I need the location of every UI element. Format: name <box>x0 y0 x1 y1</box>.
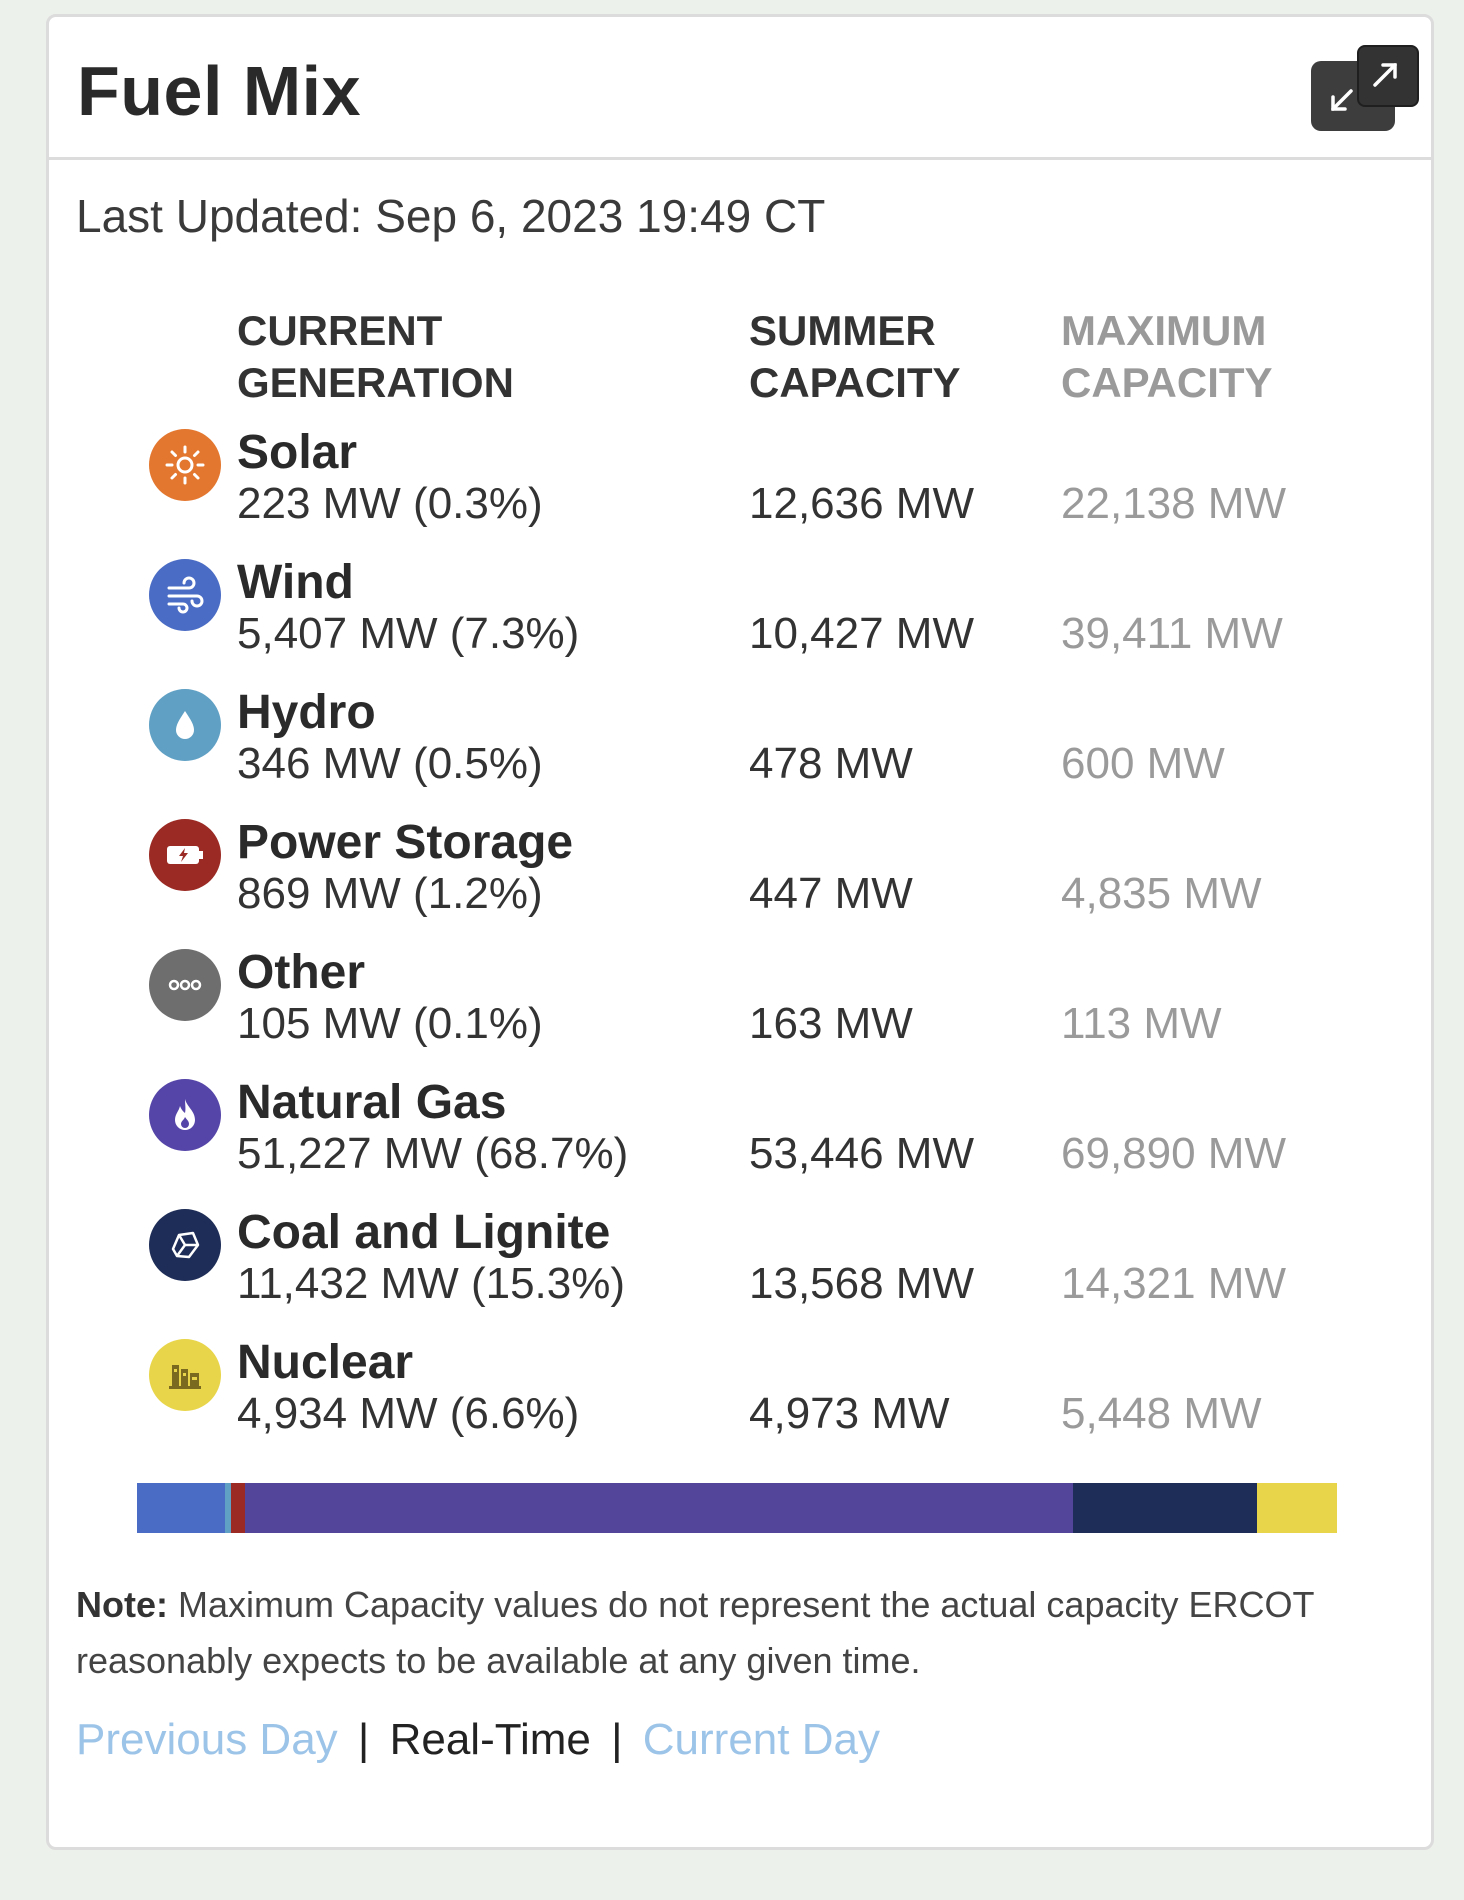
mix-bar-segment-natural-gas <box>245 1483 1074 1533</box>
mix-bar-segment-coal-and-lignite <box>1073 1483 1258 1533</box>
link-separator: | <box>357 1715 370 1764</box>
fuel-maximum-capacity: 22,138 MW <box>1061 479 1286 528</box>
fuel-maximum-capacity: 600 MW <box>1061 739 1225 788</box>
flame-icon <box>149 1079 221 1151</box>
fuel-mix-card: Fuel Mix Last Updated: Sep 6, 2023 19:49… <box>46 14 1434 1850</box>
fuel-current-generation: 346 MW (0.5%) <box>237 739 543 788</box>
battery-icon <box>149 819 221 891</box>
fuel-name: Other <box>237 946 366 999</box>
fuel-name: Wind <box>237 556 354 609</box>
capacity-note: Note: Maximum Capacity values do not rep… <box>76 1577 1406 1689</box>
column-header-summer-capacity: SUMMER CAPACITY <box>749 307 961 406</box>
fuel-current-generation: 51,227 MW (68.7%) <box>237 1129 629 1178</box>
fuel-current-generation: 4,934 MW (6.6%) <box>237 1389 580 1438</box>
mix-bar-segment-hydro <box>224 1483 231 1533</box>
expand-button[interactable] <box>1311 45 1419 131</box>
fuel-name: Natural Gas <box>237 1076 507 1129</box>
nuclear-plant-icon <box>149 1339 221 1411</box>
fuel-maximum-capacity: 14,321 MW <box>1061 1259 1286 1308</box>
fuel-row-natural-gas: Natural Gas 51,227 MW (68.7%) 53,446 MW … <box>49 1075 1431 1205</box>
expand-arrows-icon <box>1331 63 1397 111</box>
fuel-maximum-capacity: 5,448 MW <box>1061 1389 1262 1438</box>
last-updated: Last Updated: Sep 6, 2023 19:49 CT <box>76 190 826 242</box>
ellipsis-icon <box>149 949 221 1021</box>
water-drop-icon <box>149 689 221 761</box>
fuel-summer-capacity: 447 MW <box>749 869 913 918</box>
card-title: Fuel Mix <box>77 52 362 130</box>
fuel-summer-capacity: 163 MW <box>749 999 913 1048</box>
fuel-row-other: Other 105 MW (0.1%) 163 MW 113 MW <box>49 945 1431 1075</box>
fuel-maximum-capacity: 113 MW <box>1061 999 1222 1048</box>
card-header: Fuel Mix <box>49 17 1431 160</box>
fuel-summer-capacity: 10,427 MW <box>749 609 974 658</box>
fuel-maximum-capacity: 69,890 MW <box>1061 1129 1286 1178</box>
fuel-summer-capacity: 13,568 MW <box>749 1259 974 1308</box>
current-day-link[interactable]: Current Day <box>642 1715 880 1764</box>
fuel-current-generation: 11,432 MW (15.3%) <box>237 1259 626 1308</box>
fuel-name: Coal and Lignite <box>237 1206 611 1259</box>
mix-bar-segment-nuclear <box>1257 1483 1337 1533</box>
note-text: Maximum Capacity values do not represent… <box>76 1584 1314 1681</box>
fuel-summer-capacity: 12,636 MW <box>749 479 974 528</box>
mix-bar-segment-power-storage <box>230 1483 246 1533</box>
fuel-summer-capacity: 478 MW <box>749 739 913 788</box>
fuel-row-solar: Solar 223 MW (0.3%) 12,636 MW 22,138 MW <box>49 425 1431 555</box>
fuel-name: Hydro <box>237 686 376 739</box>
fuel-row-coal-and-lignite: Coal and Lignite 11,432 MW (15.3%) 13,56… <box>49 1205 1431 1335</box>
mix-bar-segment-wind <box>137 1483 225 1533</box>
wind-icon <box>149 559 221 631</box>
previous-day-link[interactable]: Previous Day <box>76 1715 338 1764</box>
column-header-current-generation: CURRENT GENERATION <box>237 307 514 406</box>
fuel-row-hydro: Hydro 346 MW (0.5%) 478 MW 600 MW <box>49 685 1431 815</box>
fuel-mix-bar <box>137 1483 1337 1533</box>
fuel-current-generation: 5,407 MW (7.3%) <box>237 609 580 658</box>
note-label: Note: <box>76 1584 168 1625</box>
real-time-link[interactable]: Real-Time <box>389 1715 591 1764</box>
fuel-summer-capacity: 53,446 MW <box>749 1129 974 1178</box>
fuel-current-generation: 223 MW (0.3%) <box>237 479 543 528</box>
fuel-summer-capacity: 4,973 MW <box>749 1389 950 1438</box>
fuel-current-generation: 869 MW (1.2%) <box>237 869 543 918</box>
link-separator: | <box>611 1715 623 1764</box>
fuel-row-wind: Wind 5,407 MW (7.3%) 10,427 MW 39,411 MW <box>49 555 1431 685</box>
fuel-row-nuclear: Nuclear 4,934 MW (6.6%) 4,973 MW 5,448 M… <box>49 1335 1431 1465</box>
fuel-maximum-capacity: 39,411 MW <box>1061 609 1283 658</box>
fuel-name: Nuclear <box>237 1336 414 1389</box>
fuel-row-power-storage: Power Storage 869 MW (1.2%) 447 MW 4,835… <box>49 815 1431 945</box>
fuel-name: Solar <box>237 426 358 479</box>
fuel-maximum-capacity: 4,835 MW <box>1061 869 1262 918</box>
day-navigation: Previous Day | Real-Time | Current Day <box>76 1715 880 1765</box>
sun-icon <box>149 429 221 501</box>
column-header-maximum-capacity: MAXIMUM CAPACITY <box>1061 307 1273 406</box>
fuel-name: Power Storage <box>237 816 574 869</box>
fuel-current-generation: 105 MW (0.1%) <box>237 999 543 1048</box>
coal-icon <box>149 1209 221 1281</box>
